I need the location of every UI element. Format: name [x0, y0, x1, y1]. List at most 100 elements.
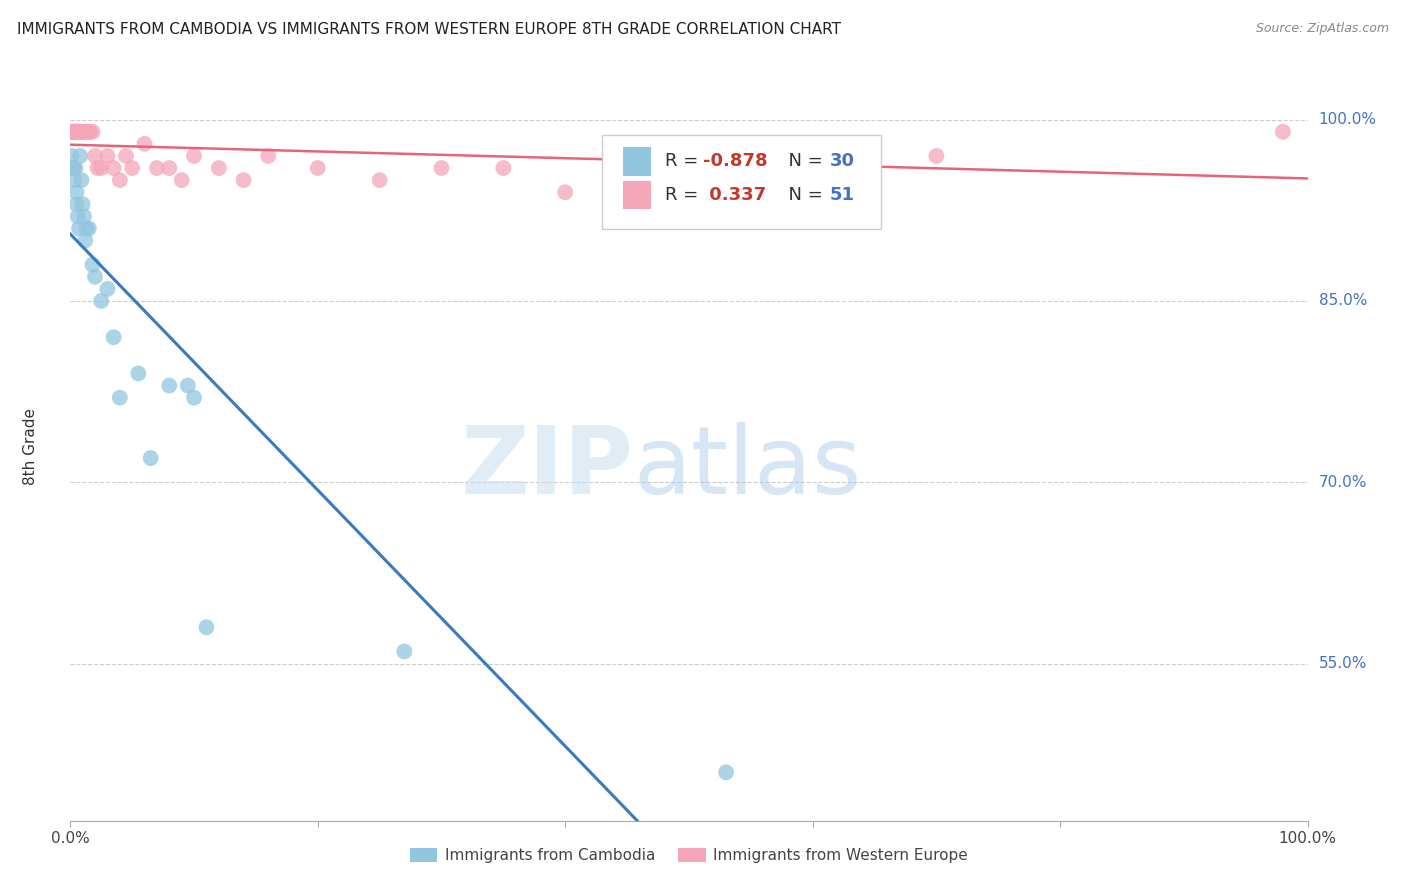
Point: [554, 185, 576, 199]
Point: [62, 125, 84, 139]
Point: [183, 149, 205, 163]
Text: R =: R =: [665, 186, 704, 204]
Point: [77, 221, 100, 235]
Point: [73, 210, 96, 224]
Point: [70, 125, 93, 139]
Point: [72, 125, 94, 139]
Point: [76, 125, 98, 139]
Point: [925, 149, 948, 163]
Point: [79, 125, 101, 139]
FancyBboxPatch shape: [602, 135, 880, 228]
Text: 70.0%: 70.0%: [1319, 475, 1367, 490]
Point: [63, 125, 86, 139]
Point: [232, 173, 254, 187]
Point: [82, 258, 104, 272]
FancyBboxPatch shape: [623, 181, 651, 210]
Text: 100.0%: 100.0%: [1319, 112, 1376, 128]
Point: [73, 125, 96, 139]
Point: [66, 125, 89, 139]
Point: [127, 367, 149, 381]
Text: 51: 51: [830, 186, 855, 204]
Point: [75, 234, 97, 248]
Point: [108, 391, 131, 405]
Text: R =: R =: [665, 153, 704, 170]
Point: [121, 161, 143, 175]
Text: N =: N =: [776, 186, 828, 204]
Text: 8th Grade: 8th Grade: [24, 408, 38, 484]
Point: [86, 161, 108, 175]
Text: 55.0%: 55.0%: [1319, 656, 1367, 671]
Point: [75, 221, 97, 235]
Point: [139, 451, 162, 466]
Point: [1271, 125, 1294, 139]
Text: 30: 30: [830, 153, 855, 170]
Point: [157, 378, 180, 392]
Point: [75, 125, 97, 139]
Point: [430, 161, 453, 175]
Point: [146, 161, 169, 175]
Point: [63, 173, 86, 187]
Point: [103, 161, 125, 175]
Point: [90, 293, 112, 308]
Legend: Immigrants from Cambodia, Immigrants from Western Europe: Immigrants from Cambodia, Immigrants fro…: [404, 842, 974, 869]
Point: [65, 161, 87, 175]
Point: [65, 197, 87, 211]
Point: [63, 161, 86, 175]
Point: [63, 125, 86, 139]
Point: [65, 125, 87, 139]
Point: [177, 378, 200, 392]
Point: [72, 197, 94, 211]
Point: [157, 161, 180, 175]
Point: [678, 161, 700, 175]
Text: IMMIGRANTS FROM CAMBODIA VS IMMIGRANTS FROM WESTERN EUROPE 8TH GRADE CORRELATION: IMMIGRANTS FROM CAMBODIA VS IMMIGRANTS F…: [17, 22, 841, 37]
Text: N =: N =: [776, 153, 828, 170]
Point: [170, 173, 193, 187]
Point: [82, 125, 104, 139]
Point: [69, 125, 91, 139]
Point: [67, 125, 90, 139]
Point: [69, 149, 91, 163]
Point: [62, 125, 84, 139]
Point: [60, 125, 83, 139]
Point: [75, 125, 97, 139]
Point: [66, 210, 89, 224]
Text: -0.878: -0.878: [703, 153, 768, 170]
Point: [69, 125, 91, 139]
Point: [90, 161, 112, 175]
Point: [96, 149, 118, 163]
Text: 0.337: 0.337: [703, 186, 766, 204]
Text: 85.0%: 85.0%: [1319, 293, 1367, 309]
Point: [801, 161, 824, 175]
Point: [183, 391, 205, 405]
Point: [714, 765, 737, 780]
Point: [108, 173, 131, 187]
Point: [65, 125, 87, 139]
Point: [84, 149, 107, 163]
Point: [65, 185, 87, 199]
Point: [134, 136, 156, 151]
Point: [67, 125, 90, 139]
Point: [115, 149, 138, 163]
Point: [368, 173, 391, 187]
Point: [62, 161, 84, 175]
Point: [103, 330, 125, 344]
Text: atlas: atlas: [633, 423, 862, 515]
Point: [394, 644, 416, 658]
Point: [77, 125, 100, 139]
Text: ZIP: ZIP: [460, 423, 633, 515]
Point: [60, 125, 83, 139]
Point: [65, 125, 87, 139]
Point: [96, 282, 118, 296]
Point: [307, 161, 329, 175]
Point: [492, 161, 515, 175]
Point: [208, 161, 231, 175]
Point: [63, 125, 86, 139]
Point: [195, 620, 218, 634]
Point: [70, 173, 93, 187]
FancyBboxPatch shape: [623, 147, 651, 176]
Point: [65, 125, 87, 139]
Point: [60, 149, 83, 163]
Point: [257, 149, 280, 163]
Point: [67, 221, 90, 235]
Point: [84, 269, 107, 284]
